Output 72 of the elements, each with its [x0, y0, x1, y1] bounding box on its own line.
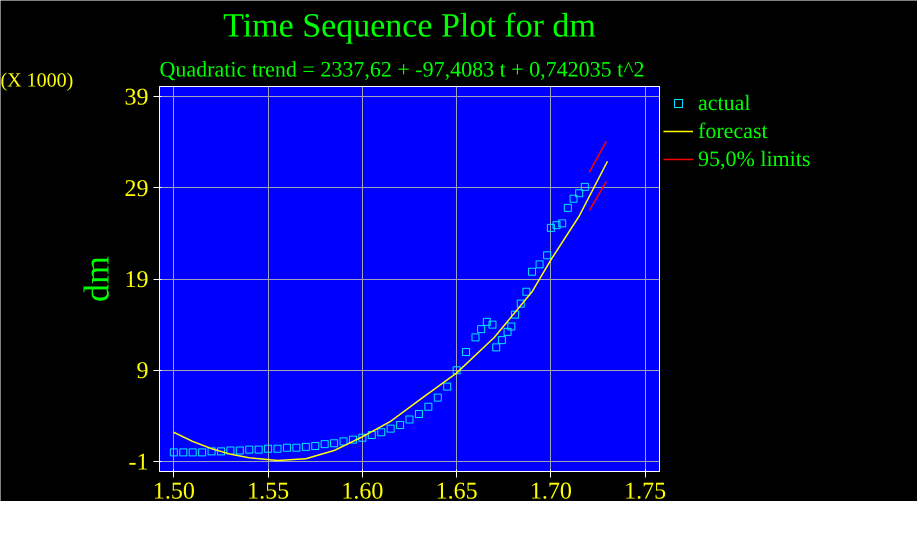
point [179, 448, 188, 456]
point [245, 446, 254, 454]
point [302, 442, 310, 451]
text: (X 1000) [0, 70, 74, 92]
point [406, 416, 414, 424]
point [348, 436, 357, 444]
point [443, 382, 452, 391]
point [340, 437, 348, 446]
point [504, 328, 512, 336]
point [254, 446, 263, 454]
point [377, 428, 386, 436]
point [264, 444, 272, 453]
point [570, 194, 578, 203]
x-tick-label: 1.65 [436, 478, 478, 504]
point [188, 448, 197, 456]
x-tick-label: 1.60 [341, 478, 384, 504]
point [558, 219, 566, 228]
point [424, 402, 432, 411]
x-tick-label: 1.75 [624, 478, 666, 504]
point [386, 424, 395, 433]
chart-title: Time Sequence Plot for dm [223, 8, 596, 44]
point [414, 410, 423, 418]
y-tick-label: 9 [136, 358, 148, 384]
point [528, 268, 536, 276]
point [330, 439, 338, 448]
point [536, 260, 544, 268]
point [452, 366, 461, 374]
point [208, 447, 216, 456]
x-tick-label: 1.70 [530, 478, 572, 504]
point [507, 322, 516, 330]
point [552, 221, 561, 230]
point [434, 394, 442, 402]
point [488, 320, 496, 329]
point [482, 318, 491, 326]
point [492, 343, 500, 352]
point [282, 444, 291, 452]
point [462, 348, 470, 356]
x-tick-label: 1.50 [152, 478, 195, 504]
point [543, 251, 552, 260]
point [274, 444, 282, 453]
point [511, 310, 520, 319]
y-tick-label: 29 [124, 176, 148, 202]
point [292, 444, 300, 452]
point [564, 204, 572, 212]
point [198, 448, 206, 456]
point [471, 333, 480, 342]
chart-subtitle: Quadratic trend = 2337,62 + -97,4083 t + 0,742035 t^2 [160, 56, 645, 82]
y-tick-label: 39 [124, 84, 148, 111]
legend-label: 95,0% limits [698, 146, 810, 172]
point [358, 434, 366, 442]
point [575, 189, 584, 198]
point [516, 300, 525, 308]
point [320, 440, 329, 448]
point [216, 447, 225, 456]
legend-label: actual [698, 90, 751, 116]
point [498, 336, 506, 344]
point [226, 446, 234, 455]
x-tick-label: 1.55 [247, 478, 290, 504]
point [522, 288, 530, 296]
point [477, 325, 486, 334]
y-tick-label: 19 [124, 267, 148, 293]
y-tick-label: -1 [128, 449, 149, 476]
point [236, 446, 244, 455]
legend-label: forecast [698, 118, 768, 144]
line-series [173, 160, 608, 462]
point [580, 182, 589, 191]
point [396, 420, 404, 429]
point [546, 224, 555, 232]
point [368, 431, 376, 440]
point [170, 448, 178, 456]
y-axis-title: dm [76, 256, 116, 302]
point [311, 442, 320, 450]
